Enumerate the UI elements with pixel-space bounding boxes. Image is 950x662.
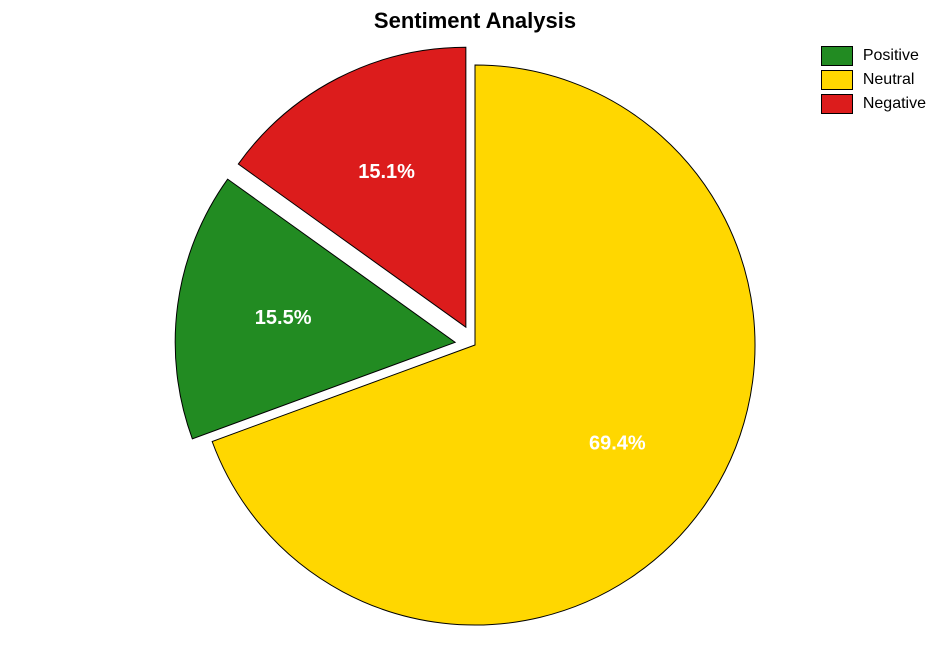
legend-item-positive: Positive (821, 46, 926, 66)
legend-label: Positive (863, 47, 919, 65)
slice-label-negative: 15.1% (358, 161, 415, 183)
legend-label: Neutral (863, 71, 915, 89)
legend: Positive Neutral Negative (821, 46, 926, 118)
slice-label-neutral: 69.4% (589, 433, 646, 455)
chart-container: Sentiment Analysis 69.4%15.5%15.1% Posit… (0, 0, 950, 662)
slice-label-positive: 15.5% (255, 307, 312, 329)
legend-swatch (821, 94, 853, 114)
legend-swatch (821, 70, 853, 90)
legend-label: Negative (863, 95, 926, 113)
legend-item-negative: Negative (821, 94, 926, 114)
pie-chart: 69.4% 15.5% 15.1% (0, 0, 950, 662)
legend-swatch (821, 46, 853, 66)
legend-item-neutral: Neutral (821, 70, 926, 90)
